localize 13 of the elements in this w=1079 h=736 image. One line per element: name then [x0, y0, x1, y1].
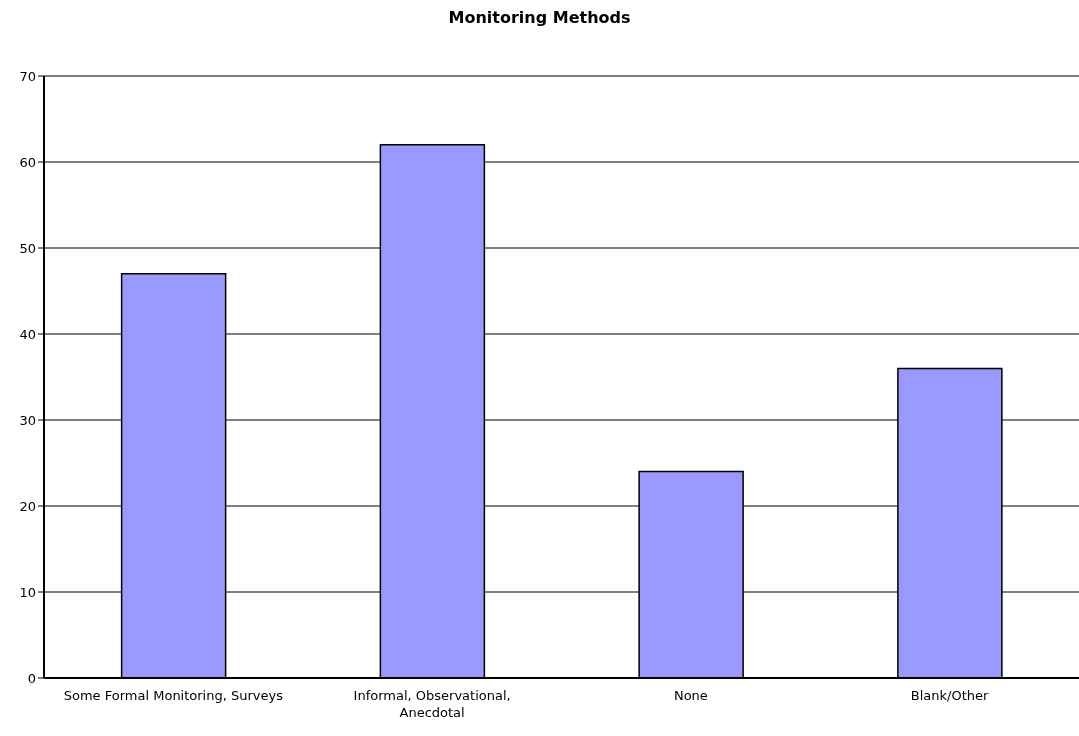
y-tick-label: 0 [27, 670, 36, 686]
x-tick-label: None [673, 688, 708, 703]
chart-title: Monitoring Methods [447, 8, 632, 27]
x-tick-label: Blank/Other [910, 688, 990, 703]
y-tick-label: 50 [19, 240, 36, 256]
y-tick-label: 60 [19, 154, 36, 170]
y-tick-label: 70 [19, 68, 36, 84]
x-tick-label: Some Formal Monitoring, Surveys [63, 688, 284, 703]
x-tick-label: Informal, Observational, Anecdotal [353, 688, 511, 720]
y-tick-label: 10 [19, 584, 36, 600]
y-tick-label: 40 [19, 326, 36, 342]
y-tick-label: 20 [19, 498, 36, 514]
y-tick-label: 30 [19, 412, 36, 428]
